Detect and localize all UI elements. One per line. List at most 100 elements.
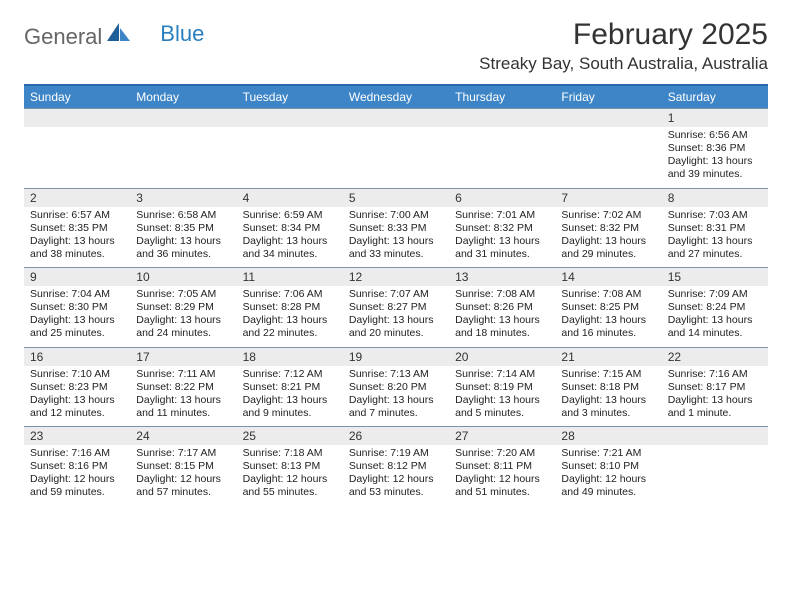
sunrise-text: Sunrise: 7:00 AM xyxy=(349,209,443,222)
sunset-text: Sunset: 8:35 PM xyxy=(30,222,124,235)
day-number: 10 xyxy=(130,268,236,286)
day-number xyxy=(24,109,130,127)
sunset-text: Sunset: 8:10 PM xyxy=(561,460,655,473)
daylight-text: Daylight: 13 hours and 27 minutes. xyxy=(668,235,762,261)
sunset-text: Sunset: 8:24 PM xyxy=(668,301,762,314)
sunrise-text: Sunrise: 7:08 AM xyxy=(561,288,655,301)
day-cell xyxy=(237,127,343,188)
daylight-text: Daylight: 13 hours and 18 minutes. xyxy=(455,314,549,340)
daylight-text: Daylight: 12 hours and 55 minutes. xyxy=(243,473,337,499)
day-number: 28 xyxy=(555,427,661,445)
day-cell: Sunrise: 7:21 AMSunset: 8:10 PMDaylight:… xyxy=(555,445,661,506)
logo: General Blue xyxy=(24,24,204,50)
day-number: 15 xyxy=(662,268,768,286)
sunset-text: Sunset: 8:36 PM xyxy=(668,142,762,155)
day-number: 4 xyxy=(237,189,343,207)
day-cell: Sunrise: 7:20 AMSunset: 8:11 PMDaylight:… xyxy=(449,445,555,506)
logo-sail-icon xyxy=(106,22,132,48)
day-number xyxy=(449,109,555,127)
sunset-text: Sunset: 8:13 PM xyxy=(243,460,337,473)
sunset-text: Sunset: 8:19 PM xyxy=(455,381,549,394)
daylight-text: Daylight: 13 hours and 16 minutes. xyxy=(561,314,655,340)
sunset-text: Sunset: 8:32 PM xyxy=(561,222,655,235)
day-cell xyxy=(449,127,555,188)
day-cell: Sunrise: 7:13 AMSunset: 8:20 PMDaylight:… xyxy=(343,366,449,427)
sunrise-text: Sunrise: 7:14 AM xyxy=(455,368,549,381)
day-cell: Sunrise: 6:58 AMSunset: 8:35 PMDaylight:… xyxy=(130,207,236,268)
calendar-week: 1Sunrise: 6:56 AMSunset: 8:36 PMDaylight… xyxy=(24,108,768,188)
sunrise-text: Sunrise: 6:57 AM xyxy=(30,209,124,222)
sunrise-text: Sunrise: 7:06 AM xyxy=(243,288,337,301)
sunrise-text: Sunrise: 7:15 AM xyxy=(561,368,655,381)
sunrise-text: Sunrise: 7:08 AM xyxy=(455,288,549,301)
daylight-text: Daylight: 13 hours and 38 minutes. xyxy=(30,235,124,261)
day-cell: Sunrise: 7:08 AMSunset: 8:25 PMDaylight:… xyxy=(555,286,661,347)
day-number: 5 xyxy=(343,189,449,207)
daylight-text: Daylight: 13 hours and 11 minutes. xyxy=(136,394,230,420)
day-cell: Sunrise: 6:57 AMSunset: 8:35 PMDaylight:… xyxy=(24,207,130,268)
logo-text-blue: Blue xyxy=(160,21,204,47)
sunrise-text: Sunrise: 6:59 AM xyxy=(243,209,337,222)
day-number: 2 xyxy=(24,189,130,207)
day-number: 17 xyxy=(130,348,236,366)
day-number: 18 xyxy=(237,348,343,366)
sunrise-text: Sunrise: 7:16 AM xyxy=(30,447,124,460)
day-cell: Sunrise: 7:18 AMSunset: 8:13 PMDaylight:… xyxy=(237,445,343,506)
day-number xyxy=(237,109,343,127)
day-number: 13 xyxy=(449,268,555,286)
sunset-text: Sunset: 8:27 PM xyxy=(349,301,443,314)
day-number: 14 xyxy=(555,268,661,286)
daylight-text: Daylight: 13 hours and 31 minutes. xyxy=(455,235,549,261)
daylight-text: Daylight: 12 hours and 59 minutes. xyxy=(30,473,124,499)
daylight-text: Daylight: 13 hours and 7 minutes. xyxy=(349,394,443,420)
daynum-row: 1 xyxy=(24,109,768,127)
sunrise-text: Sunrise: 7:19 AM xyxy=(349,447,443,460)
weekday-header: Monday xyxy=(130,86,236,108)
day-cell: Sunrise: 7:11 AMSunset: 8:22 PMDaylight:… xyxy=(130,366,236,427)
sunrise-text: Sunrise: 7:10 AM xyxy=(30,368,124,381)
day-cell: Sunrise: 7:05 AMSunset: 8:29 PMDaylight:… xyxy=(130,286,236,347)
calendar-week: 232425262728Sunrise: 7:16 AMSunset: 8:16… xyxy=(24,426,768,506)
location-subtitle: Streaky Bay, South Australia, Australia xyxy=(479,54,768,74)
sunrise-text: Sunrise: 7:16 AM xyxy=(668,368,762,381)
daylight-text: Daylight: 13 hours and 36 minutes. xyxy=(136,235,230,261)
sunset-text: Sunset: 8:25 PM xyxy=(561,301,655,314)
sunrise-text: Sunrise: 7:12 AM xyxy=(243,368,337,381)
title-block: February 2025 Streaky Bay, South Austral… xyxy=(479,18,768,74)
weekday-header: Thursday xyxy=(449,86,555,108)
day-number: 9 xyxy=(24,268,130,286)
daylight-text: Daylight: 13 hours and 20 minutes. xyxy=(349,314,443,340)
day-cell: Sunrise: 7:16 AMSunset: 8:16 PMDaylight:… xyxy=(24,445,130,506)
month-title: February 2025 xyxy=(479,18,768,52)
day-cell: Sunrise: 7:15 AMSunset: 8:18 PMDaylight:… xyxy=(555,366,661,427)
calendar: Sunday Monday Tuesday Wednesday Thursday… xyxy=(24,84,768,506)
sunset-text: Sunset: 8:15 PM xyxy=(136,460,230,473)
daylight-text: Daylight: 13 hours and 33 minutes. xyxy=(349,235,443,261)
day-cell xyxy=(662,445,768,506)
day-number: 6 xyxy=(449,189,555,207)
sunset-text: Sunset: 8:26 PM xyxy=(455,301,549,314)
daylight-text: Daylight: 13 hours and 5 minutes. xyxy=(455,394,549,420)
day-cell: Sunrise: 7:10 AMSunset: 8:23 PMDaylight:… xyxy=(24,366,130,427)
day-number: 8 xyxy=(662,189,768,207)
day-cell xyxy=(555,127,661,188)
day-cell: Sunrise: 7:04 AMSunset: 8:30 PMDaylight:… xyxy=(24,286,130,347)
sunset-text: Sunset: 8:22 PM xyxy=(136,381,230,394)
day-number: 19 xyxy=(343,348,449,366)
daynum-row: 9101112131415 xyxy=(24,268,768,286)
weekday-header: Sunday xyxy=(24,86,130,108)
sunset-text: Sunset: 8:29 PM xyxy=(136,301,230,314)
sunrise-text: Sunrise: 7:02 AM xyxy=(561,209,655,222)
day-cell: Sunrise: 6:56 AMSunset: 8:36 PMDaylight:… xyxy=(662,127,768,188)
daylight-text: Daylight: 13 hours and 24 minutes. xyxy=(136,314,230,340)
logo-text-general: General xyxy=(24,24,102,50)
daylight-text: Daylight: 13 hours and 34 minutes. xyxy=(243,235,337,261)
day-cell: Sunrise: 7:14 AMSunset: 8:19 PMDaylight:… xyxy=(449,366,555,427)
daylight-text: Daylight: 13 hours and 25 minutes. xyxy=(30,314,124,340)
sunrise-text: Sunrise: 6:56 AM xyxy=(668,129,762,142)
day-number: 7 xyxy=(555,189,661,207)
day-number: 25 xyxy=(237,427,343,445)
daynum-row: 232425262728 xyxy=(24,427,768,445)
sunset-text: Sunset: 8:11 PM xyxy=(455,460,549,473)
sunrise-text: Sunrise: 7:04 AM xyxy=(30,288,124,301)
